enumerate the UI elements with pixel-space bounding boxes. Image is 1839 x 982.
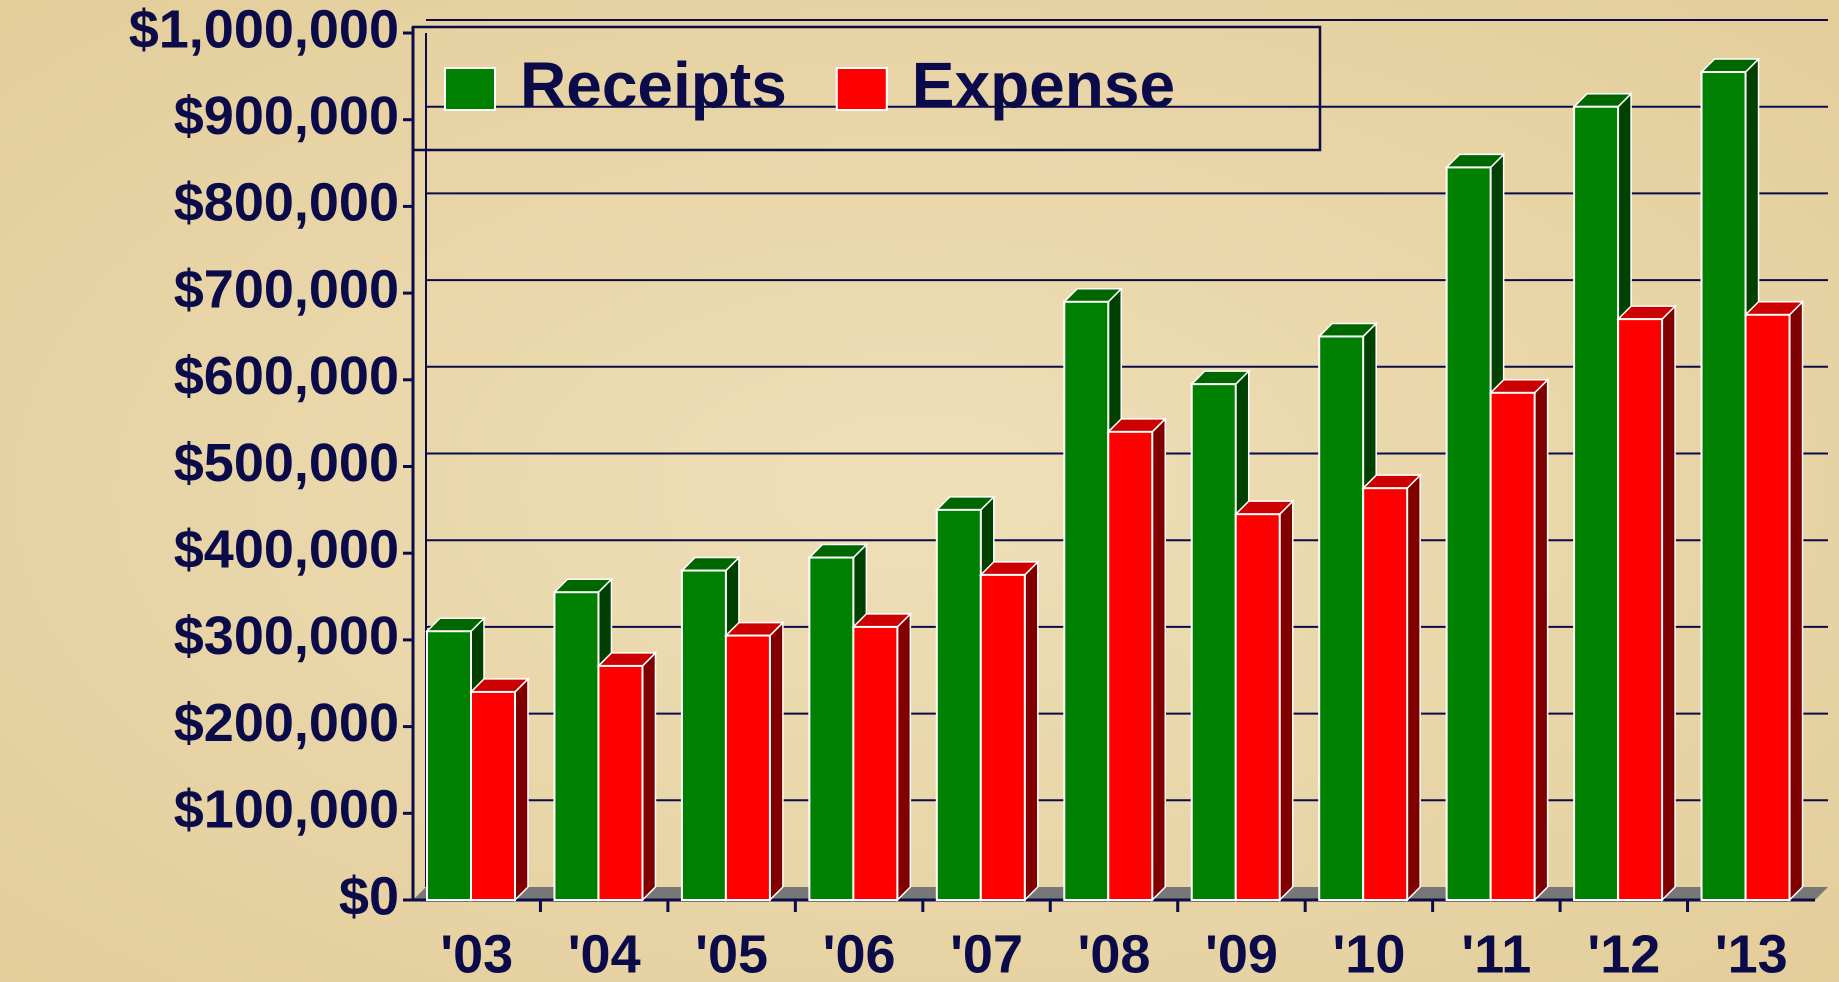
bar <box>1106 417 1168 902</box>
bar <box>469 677 530 902</box>
bar-front <box>680 569 727 901</box>
bar-front <box>979 573 1026 901</box>
legend-swatch <box>835 67 888 111</box>
bar-front <box>935 508 982 901</box>
bar <box>596 651 658 902</box>
bar-front <box>1445 166 1492 901</box>
bar <box>1743 299 1805 902</box>
bar-side <box>514 677 529 902</box>
legend-swatch <box>444 67 496 111</box>
x-tick-label: '03 <box>440 924 513 982</box>
bar-side <box>1533 377 1549 902</box>
bar-front <box>808 556 855 901</box>
bar <box>1361 473 1422 902</box>
x-tick-label: '05 <box>695 924 768 982</box>
x-tick-label: '06 <box>823 924 896 982</box>
bar-front <box>1063 300 1110 901</box>
y-tick-label: $1,000,000 <box>129 0 399 59</box>
bar <box>979 560 1040 902</box>
x-tick-label: '09 <box>1205 924 1278 982</box>
bar-front <box>852 625 899 902</box>
y-tick-label: $500,000 <box>174 433 399 493</box>
bar-side <box>641 651 657 902</box>
y-tick-label: $700,000 <box>174 259 399 319</box>
bar-side <box>1278 499 1294 902</box>
bar-front <box>1573 105 1620 901</box>
bar-side <box>1788 299 1804 902</box>
y-tick-label: $300,000 <box>174 606 399 666</box>
x-tick-label: '07 <box>950 924 1023 982</box>
legend-label: Expense <box>912 49 1175 121</box>
bar-side <box>769 620 784 902</box>
bar-front <box>1318 335 1365 901</box>
y-tick-label: $200,000 <box>174 693 399 753</box>
x-tick-label: '11 <box>1461 924 1531 982</box>
x-tick-label: '08 <box>1078 924 1151 982</box>
bar-side <box>1024 560 1039 902</box>
bar-front <box>553 591 600 902</box>
y-tick-label: $0 <box>339 866 399 926</box>
bar-front <box>1234 513 1281 901</box>
x-tick-label: '10 <box>1332 924 1405 982</box>
bar <box>851 612 913 902</box>
bar-front <box>1190 383 1237 901</box>
bar <box>724 620 785 902</box>
y-tick-label: $600,000 <box>174 346 399 406</box>
bar-front <box>1744 313 1791 901</box>
bar-front <box>597 664 644 901</box>
bar-side <box>1661 304 1676 902</box>
bar <box>1488 377 1550 902</box>
bar-front <box>1617 318 1664 901</box>
bar-front <box>1362 487 1409 901</box>
x-tick-label: '04 <box>568 924 641 982</box>
y-tick-label: $400,000 <box>174 519 399 579</box>
bar-side <box>896 612 912 902</box>
y-tick-label: $100,000 <box>174 780 399 840</box>
bar-side <box>1406 473 1421 902</box>
bar-side <box>1151 417 1167 902</box>
bar-front <box>1700 71 1747 901</box>
bar-front <box>426 630 472 901</box>
bar <box>1616 304 1677 902</box>
bar-front <box>1107 430 1154 901</box>
y-tick-label: $800,000 <box>174 173 399 233</box>
legend-box <box>411 25 1322 152</box>
x-tick-label: '13 <box>1715 924 1788 982</box>
x-tick-label: '12 <box>1587 924 1660 982</box>
legend-label: Receipts <box>520 49 787 121</box>
y-tick-label: $900,000 <box>174 86 399 146</box>
bar <box>1233 499 1295 902</box>
bar-front <box>1489 391 1536 901</box>
bar-front <box>724 634 771 901</box>
bar-front <box>470 690 516 901</box>
